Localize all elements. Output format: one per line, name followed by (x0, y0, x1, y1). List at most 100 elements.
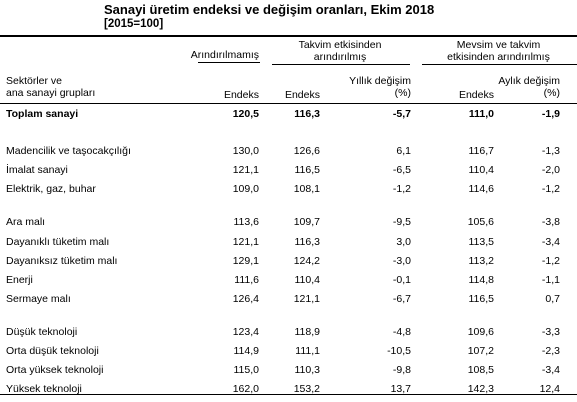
table-cell-v5: -3,8 (541, 216, 560, 228)
table-cell-v1: 123,4 (232, 326, 259, 338)
group-underline-unadjusted (198, 62, 260, 63)
table-cell-v4: 116,5 (468, 293, 495, 305)
table-cell-v4: 109,6 (467, 326, 494, 338)
row-label: Orta düşük teknoloji (6, 345, 99, 357)
table-cell-v1: 129,1 (232, 255, 259, 267)
table-cell-v5: -1,3 (541, 145, 560, 157)
table-cell-v2: 116,3 (294, 108, 320, 120)
row-label: Toplam sanayi (6, 108, 79, 120)
table-cell-v1: 109,0 (232, 183, 259, 195)
row-label: Sermaye malı (6, 293, 71, 305)
table-cell-v1: 113,6 (233, 216, 260, 228)
table-cell-v5: -1,1 (541, 274, 560, 286)
table-cell-v5: -2,3 (541, 345, 560, 357)
row-header-line1: Sektörler ve (6, 75, 63, 87)
table-cell-v4: 105,6 (467, 216, 494, 228)
table-cell-v3: -9,5 (392, 216, 411, 228)
table-cell-v4: 108,5 (467, 364, 494, 376)
table-cell-v2: 126,6 (293, 145, 320, 157)
col-header-monthly-line1: Aylık değişim (498, 75, 560, 87)
header-rule (0, 103, 577, 104)
group-underline-seasonal (422, 64, 577, 65)
table-cell-v2: 110,4 (294, 274, 321, 286)
table-cell-v1: 120,5 (232, 108, 259, 120)
table-cell-v1: 121,1 (232, 164, 259, 176)
table-cell-v1: 121,1 (232, 236, 259, 248)
table-cell-v5: 12,4 (539, 383, 560, 395)
group-header-calendar-line2: arındırılmış (313, 51, 367, 63)
table-cell-v4: 113,2 (468, 255, 495, 267)
col-header-annual-line2: (%) (394, 87, 411, 99)
table-cell-v1: 126,4 (232, 293, 259, 305)
table-cell-v4: 107,2 (467, 345, 494, 357)
table-cell-v3: 3,0 (396, 236, 411, 248)
table-cell-v2: 111,1 (295, 345, 320, 357)
top-rule (0, 35, 577, 37)
table-cell-v5: -2,0 (541, 164, 560, 176)
table-cell-v5: -1,9 (541, 108, 560, 120)
table-cell-v3: -9,8 (392, 364, 411, 376)
table-cell-v5: -3,4 (541, 236, 560, 248)
col-header-index-unadjusted: Endeks (223, 89, 259, 101)
table-cell-v1: 162,0 (232, 383, 259, 395)
group-header-seasonal-line2: etkisinden arındırılmış (447, 51, 550, 63)
row-label: İmalat sanayi (6, 164, 68, 176)
table-cell-v3: -3,0 (392, 255, 411, 267)
group-underline-calendar (272, 64, 410, 65)
col-header-index-seasonal: Endeks (458, 89, 494, 101)
group-header-seasonal-line1: Mevsim ve takvim (456, 39, 541, 51)
table-cell-v3: -6,5 (392, 164, 411, 176)
col-header-annual-line1: Yıllık değişim (349, 75, 411, 87)
table-cell-v2: 118,9 (294, 326, 321, 338)
table-cell-v3: -6,7 (392, 293, 411, 305)
table-cell-v5: 0,7 (545, 293, 560, 305)
table-cell-v3: -1,2 (392, 183, 411, 195)
table-subtitle: [2015=100] (104, 18, 164, 30)
table-cell-v2: 108,1 (293, 183, 320, 195)
table-cell-v4: 111,0 (468, 108, 494, 120)
table-cell-v5: -3,3 (541, 326, 560, 338)
table-cell-v2: 109,7 (293, 216, 320, 228)
table-cell-v4: 116,7 (468, 145, 495, 157)
table-cell-v3: -5,7 (392, 108, 411, 120)
table-title: Sanayi üretim endeksi ve değişim oranlar… (104, 2, 435, 17)
row-label: Yüksek teknoloji (6, 383, 82, 395)
table-cell-v1: 115,0 (233, 364, 260, 376)
table-cell-v3: -4,8 (392, 326, 411, 338)
col-header-index-calendar: Endeks (284, 89, 320, 101)
table-cell-v2: 110,3 (294, 364, 321, 376)
row-label: Ara malı (6, 216, 46, 228)
table-cell-v2: 121,1 (293, 293, 320, 305)
table-cell-v2: 124,2 (293, 255, 320, 267)
group-header-unadjusted: Arındırılmamış (190, 49, 259, 61)
table-cell-v4: 110,4 (468, 164, 495, 176)
table-cell-v1: 111,6 (234, 274, 259, 286)
row-label: Madencilik ve taşocakçılığı (6, 145, 131, 157)
row-label: Dayanıklı tüketim malı (6, 236, 110, 248)
row-label: Düşük teknoloji (6, 326, 78, 338)
row-label: Elektrik, gaz, buhar (6, 183, 96, 195)
group-header-calendar-line1: Takvim etkisinden (298, 39, 382, 51)
table-cell-v5: -3,4 (541, 364, 560, 376)
table-cell-v3: 13,7 (390, 383, 411, 395)
table-cell-v4: 114,8 (468, 274, 495, 286)
table-cell-v4: 142,3 (467, 383, 494, 395)
table-cell-v5: -1,2 (541, 255, 560, 267)
bottom-rule (0, 394, 577, 395)
row-label: Orta yüksek teknoloji (6, 364, 104, 376)
row-label: Dayanıksız tüketim malı (6, 255, 118, 267)
table-cell-v2: 116,3 (294, 236, 321, 248)
table-cell-v4: 114,6 (468, 183, 495, 195)
table-cell-v2: 116,5 (294, 164, 321, 176)
row-label: Enerji (6, 274, 33, 286)
table-cell-v4: 113,5 (468, 236, 495, 248)
table-cell-v3: 6,1 (396, 145, 411, 157)
table-cell-v3: -0,1 (392, 274, 411, 286)
table-cell-v1: 114,9 (233, 345, 260, 357)
table-cell-v5: -1,2 (541, 183, 560, 195)
table-cell-v3: -10,5 (387, 345, 411, 357)
table-cell-v1: 130,0 (232, 145, 259, 157)
col-header-monthly-line2: (%) (543, 87, 560, 99)
table-cell-v2: 153,2 (293, 383, 320, 395)
row-header-line2: ana sanayi grupları (6, 87, 96, 99)
